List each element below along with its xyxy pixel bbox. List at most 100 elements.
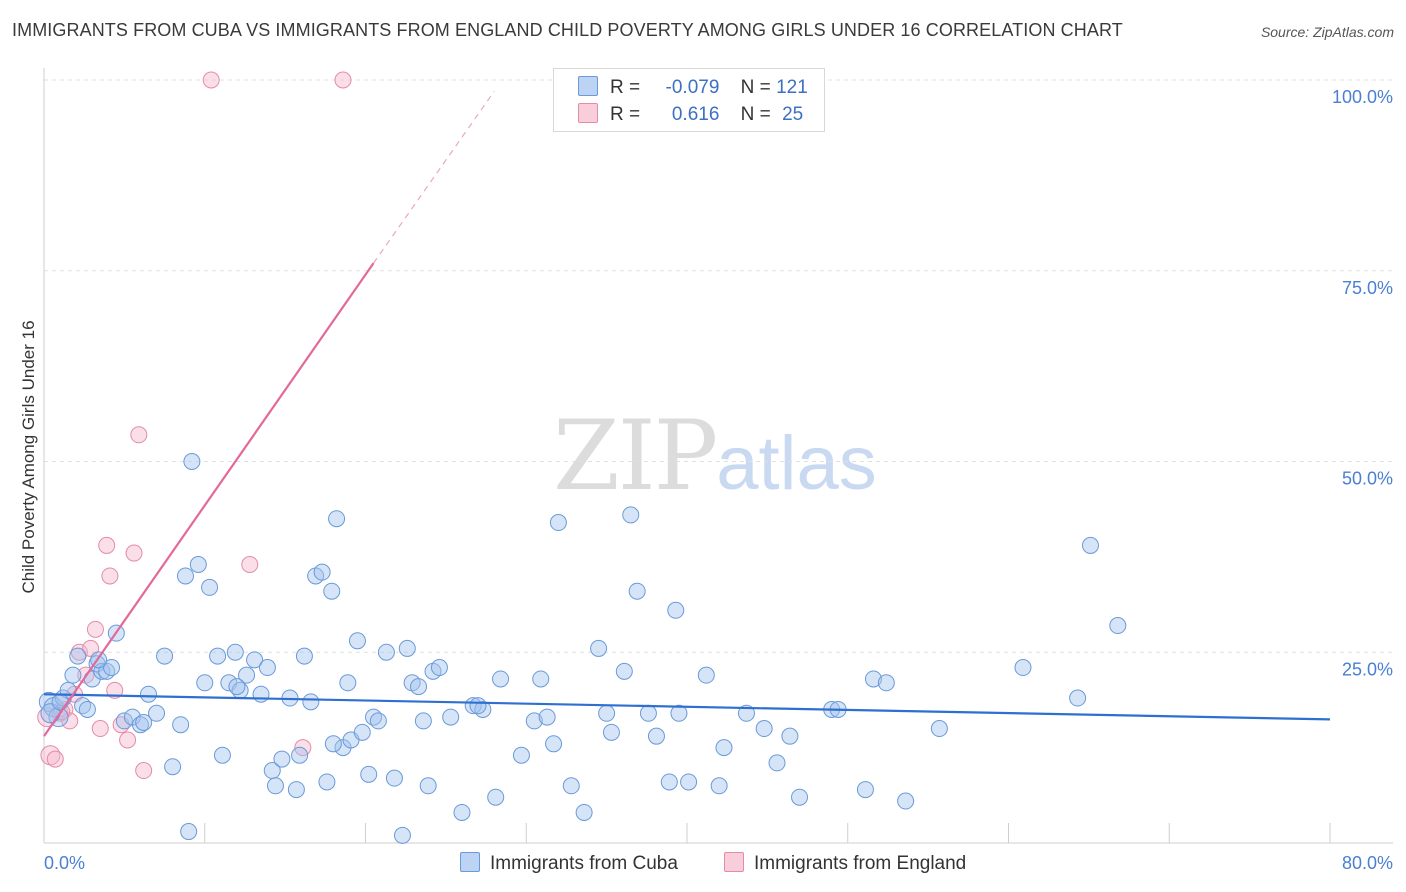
correlation-legend: R = -0.079 N = 121 R = 0.616 N = 25 <box>553 68 825 132</box>
england-point <box>202 71 220 89</box>
bottom-legend-england: Immigrants from England <box>724 852 966 875</box>
cuba-point <box>697 666 715 684</box>
legend-england-n-value: 25 <box>782 104 804 125</box>
cuba-point <box>69 647 87 665</box>
cuba-point <box>196 674 214 692</box>
chart-title: IMMIGRANTS FROM CUBA VS IMMIGRANTS FROM … <box>12 20 1123 40</box>
cuba-point <box>266 777 284 795</box>
y-tick-labels: 100.0% 75.0% 50.0% 25.0% <box>1332 87 1393 679</box>
cuba-point <box>180 823 198 841</box>
cuba-point <box>414 712 432 730</box>
bottom-legend-label-cuba: Immigrants from Cuba <box>490 853 678 874</box>
england-point <box>241 556 259 574</box>
cuba-point <box>135 713 153 731</box>
cuba-point <box>393 826 411 844</box>
legend-row-england: R = 0.616 N = 25 <box>578 103 803 126</box>
cuba-point <box>781 727 799 745</box>
watermark-zip: ZIP <box>553 400 718 512</box>
cuba-point <box>164 758 182 776</box>
cuba-point <box>549 514 567 532</box>
cuba-point <box>791 788 809 806</box>
cuba-point <box>258 659 276 677</box>
cuba-point <box>628 582 646 600</box>
england-point <box>334 71 352 89</box>
cuba-point <box>864 670 882 688</box>
cuba-point <box>430 659 448 677</box>
cuba-point <box>93 662 111 680</box>
cuba-point <box>318 773 336 791</box>
cuba-point <box>670 704 688 722</box>
cuba-point <box>442 708 460 726</box>
bottom-legend-cuba: Immigrants from Cuba <box>460 852 678 875</box>
legend-row-cuba: R = -0.079 N = 121 <box>578 76 808 99</box>
cuba-point <box>897 792 915 810</box>
cuba-point <box>78 700 96 718</box>
cuba-point <box>512 746 530 764</box>
cuba-point <box>856 781 874 799</box>
cuba-point <box>369 712 387 730</box>
cuba-point <box>64 666 82 684</box>
source-credit: Source: ZipAtlas.com <box>1260 24 1394 40</box>
cuba-point <box>201 578 219 596</box>
bottom-legend-label-england: Immigrants from England <box>754 853 967 874</box>
england-trendline-extension <box>373 91 495 264</box>
cuba-point <box>710 777 728 795</box>
cuba-points <box>38 453 1127 844</box>
cuba-point <box>590 639 608 657</box>
england-trendline <box>43 262 375 737</box>
x-axis-ticks <box>204 823 1331 843</box>
cuba-point <box>302 693 320 711</box>
legend-cuba-n-label: N = <box>740 77 771 98</box>
legend-cuba-r-label: R = <box>610 77 641 98</box>
england-point <box>40 745 61 766</box>
england-point <box>106 681 124 699</box>
cuba-point <box>639 704 657 722</box>
cuba-point <box>360 765 378 783</box>
cuba-point <box>51 693 69 711</box>
y-axis-label: Child Poverty Among Girls Under 16 <box>19 320 38 593</box>
bottom-legend-swatch-cuba <box>460 852 480 872</box>
x-tick-label-max: 80.0% <box>1342 853 1393 873</box>
y-tick-label-25: 25.0% <box>1342 659 1393 679</box>
cuba-point <box>287 781 305 799</box>
cuba-point <box>667 601 685 619</box>
y-tick-label-50: 50.0% <box>1342 469 1393 489</box>
cuba-point <box>323 582 341 600</box>
cuba-point <box>148 704 166 722</box>
england-point <box>86 620 104 638</box>
cuba-point <box>213 746 231 764</box>
cuba-point <box>348 632 366 650</box>
cuba-point <box>324 735 342 753</box>
cuba-point <box>680 773 698 791</box>
cuba-point <box>1069 689 1087 707</box>
cuba-point <box>1014 659 1032 677</box>
y-tick-label-75: 75.0% <box>1342 278 1393 298</box>
cuba-point <box>1109 617 1127 635</box>
cuba-point <box>538 708 556 726</box>
england-point <box>125 544 143 562</box>
watermark-atlas: atlas <box>716 421 877 506</box>
cuba-point <box>291 746 309 764</box>
cuba-point <box>598 704 616 722</box>
cuba-point <box>385 769 403 787</box>
cuba-point <box>575 803 593 821</box>
cuba-point <box>930 720 948 738</box>
cuba-point <box>562 777 580 795</box>
cuba-point <box>419 777 437 795</box>
cuba-point <box>103 659 121 677</box>
cuba-point <box>295 647 313 665</box>
cuba-point <box>176 567 194 585</box>
cuba-point <box>228 678 246 696</box>
england-point <box>98 536 116 554</box>
england-point <box>101 567 119 585</box>
bottom-legend-swatch-england <box>724 852 744 872</box>
cuba-point <box>715 739 733 757</box>
england-points <box>37 71 352 780</box>
england-point <box>46 750 64 768</box>
cuba-point <box>209 647 227 665</box>
england-point <box>130 426 148 444</box>
cuba-point <box>487 788 505 806</box>
cuba-trendline <box>43 693 1331 721</box>
cuba-point <box>377 643 395 661</box>
